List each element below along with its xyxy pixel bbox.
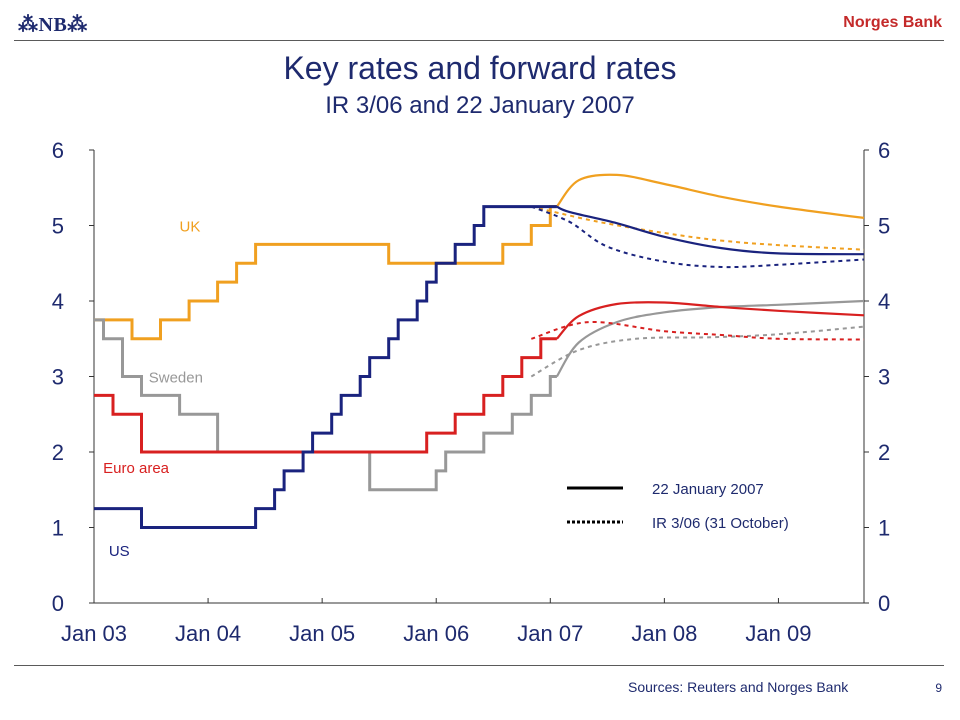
us-forward-line xyxy=(556,205,865,256)
header-divider xyxy=(14,40,944,41)
x-tick-label: Jan 07 xyxy=(517,621,583,646)
y-tick-label-right: 6 xyxy=(878,138,890,163)
y-tick-label-right: 3 xyxy=(878,365,890,390)
norges-bank-logo: ⁂NB⁂ xyxy=(18,14,88,36)
uk-ir-forward-line xyxy=(531,205,865,251)
y-tick-label-left: 0 xyxy=(52,591,64,616)
euro-area-series-label: Euro area xyxy=(103,460,170,477)
sweden-ir-forward-line xyxy=(530,325,865,378)
us-ir-forward-line xyxy=(530,205,865,269)
legend-label-current: 22 January 2007 xyxy=(652,481,764,498)
euro-area-ir-forward-line xyxy=(531,321,865,341)
us-series-label: US xyxy=(109,543,130,560)
x-tick-label: Jan 05 xyxy=(289,621,355,646)
slide-subtitle: IR 3/06 and 22 January 2007 xyxy=(325,92,635,119)
x-tick-label: Jan 08 xyxy=(631,621,697,646)
source-note: Sources: Reuters and Norges Bank xyxy=(628,679,849,695)
page-number: 9 xyxy=(935,681,942,695)
slide-title: Key rates and forward rates xyxy=(283,50,677,86)
sweden-series-label: Sweden xyxy=(149,370,203,387)
uk-series-label: UK xyxy=(180,219,201,236)
y-tick-label-left: 2 xyxy=(52,440,64,465)
y-tick-label-left: 3 xyxy=(52,365,64,390)
euro-area-key-rate-line xyxy=(94,337,557,454)
y-tick-label-right: 5 xyxy=(878,214,890,239)
y-tick-label-right: 4 xyxy=(878,289,890,314)
legend-label-ir: IR 3/06 (31 October) xyxy=(652,515,789,532)
y-tick-label-right: 1 xyxy=(878,516,890,541)
x-tick-label: Jan 03 xyxy=(61,621,127,646)
footer-divider xyxy=(14,665,944,666)
sweden-forward-line xyxy=(555,299,865,378)
x-tick-label: Jan 06 xyxy=(403,621,469,646)
uk-key-rate-line xyxy=(94,205,557,341)
x-tick-label: Jan 09 xyxy=(745,621,811,646)
uk-forward-line xyxy=(556,173,865,219)
y-tick-label-left: 4 xyxy=(52,289,64,314)
x-tick-label: Jan 04 xyxy=(175,621,241,646)
sweden-key-rate-line xyxy=(94,318,557,492)
y-tick-label-right: 0 xyxy=(878,591,890,616)
bank-name: Norges Bank xyxy=(843,14,942,31)
euro-area-forward-line xyxy=(556,301,865,340)
y-tick-label-left: 1 xyxy=(52,516,64,541)
y-tick-label-left: 5 xyxy=(52,214,64,239)
y-tick-label-left: 6 xyxy=(52,138,64,163)
y-tick-label-right: 2 xyxy=(878,440,890,465)
us-key-rate-line xyxy=(94,205,557,529)
